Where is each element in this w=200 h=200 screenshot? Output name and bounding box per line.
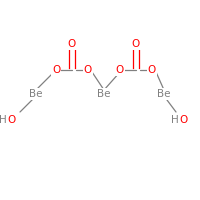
Text: O: O <box>7 115 15 125</box>
Text: O: O <box>148 65 156 75</box>
Text: O: O <box>84 65 92 75</box>
Text: O: O <box>132 39 140 49</box>
Text: Be: Be <box>97 89 111 99</box>
Text: H: H <box>171 115 179 125</box>
Text: O: O <box>179 115 187 125</box>
Text: H: H <box>0 115 7 125</box>
Text: O: O <box>116 65 124 75</box>
Text: O: O <box>52 65 60 75</box>
Text: Be: Be <box>29 89 43 99</box>
Text: Be: Be <box>157 89 171 99</box>
Text: O: O <box>68 39 76 49</box>
